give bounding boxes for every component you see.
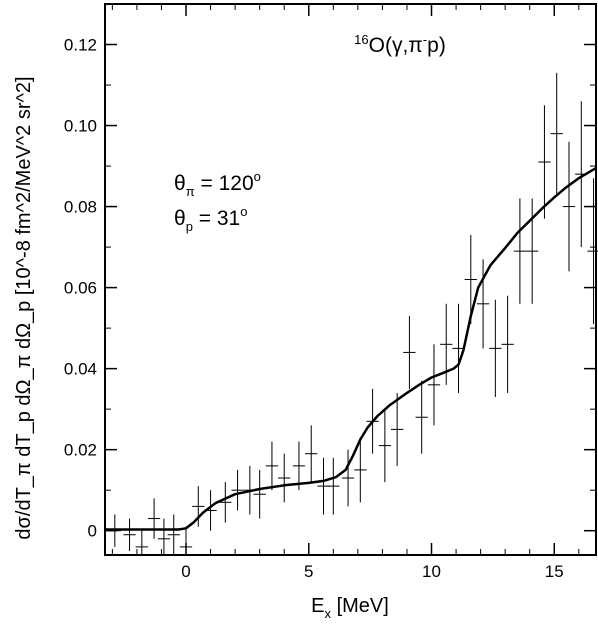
data-point [391,392,404,466]
data-point [354,437,367,503]
data-point [464,234,477,325]
data-point [157,518,171,555]
x-tick-label: 10 [422,562,441,581]
data-point [147,498,161,539]
data-point [562,141,576,272]
data-point [378,409,392,483]
data-point [243,465,256,515]
data-point [123,518,136,551]
data-point [341,449,355,507]
data-point [253,469,266,519]
data-point [476,259,490,349]
data-point [452,303,465,393]
data-point [501,295,514,393]
data-point [538,105,551,219]
y-tick-label: 0.12 [64,36,97,55]
y-tick-label: 0.10 [64,117,97,136]
data-point [575,101,588,248]
data-point [204,490,217,531]
theta-pi-annotation: θπ = 120o [174,169,261,199]
data-point [513,198,527,304]
theory-curve [105,167,597,531]
data-point [427,344,441,426]
y-tick-label: 0.04 [64,360,97,379]
data-point [135,530,148,555]
data-point [327,457,340,515]
data-point [440,303,453,385]
data-point [403,315,416,389]
y-tick-label: 0.08 [64,198,97,217]
y-tick-label: 0.06 [64,279,97,298]
x-tick-label: 0 [181,562,190,581]
y-tick-label: 0.02 [64,441,97,460]
data-point [550,72,563,195]
y-axis-label: dσ/dT_π dT_p dΩ_π dΩ_p [10^-8 fm^2/MeV^2… [13,76,35,539]
data-point [292,441,306,491]
data-point [265,441,279,491]
y-tick-label: 0 [88,522,97,541]
data-point [489,299,502,397]
data-point [305,425,318,483]
x-tick-label: 5 [304,562,313,581]
data-point [278,453,291,503]
data-point [526,198,539,304]
plot-frame [104,3,597,556]
data-point [231,469,244,511]
data-point [179,526,193,555]
data-point [167,514,180,555]
data-point [192,486,205,527]
data-point [366,388,379,454]
x-axis-label: Ex [MeV] [311,595,389,621]
data-point [219,482,232,523]
data-point [415,380,428,454]
data-point [108,514,121,547]
reaction-annotation: 16O(γ,π-p) [354,32,446,57]
theta-p-annotation: θp = 31o [174,204,247,234]
x-tick-label: 15 [545,562,564,581]
